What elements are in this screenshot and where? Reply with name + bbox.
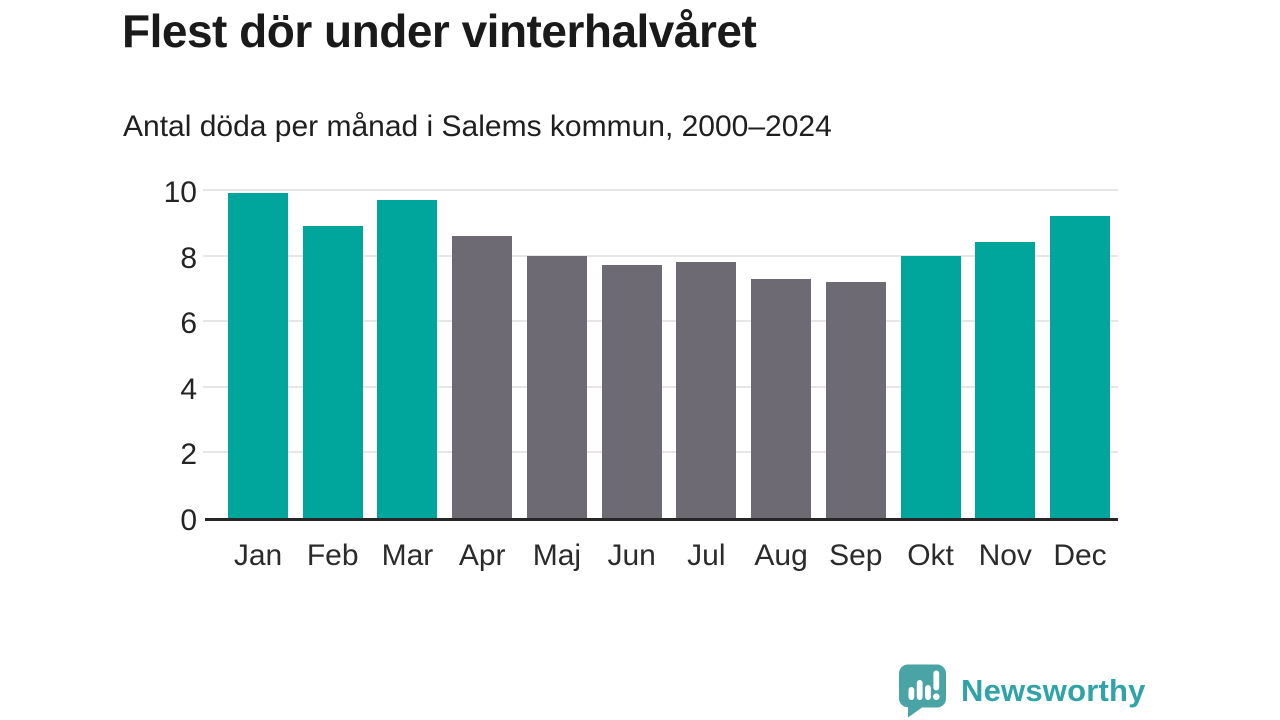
x-tick-label-maj: Maj xyxy=(532,539,582,572)
newsworthy-logo-icon xyxy=(899,664,946,718)
bar-jan xyxy=(228,193,288,518)
brand-footer: Newsworthy xyxy=(897,663,1146,718)
x-tick-label-okt: Okt xyxy=(907,539,954,572)
x-tick-label-jan: Jan xyxy=(233,539,283,572)
x-axis: Jan Feb Mar Apr Maj Jun Jul Aug Sep Okt Nov Dec xyxy=(205,538,1118,578)
y-tick-label-0: 0 xyxy=(180,504,197,537)
x-tick-label-apr: Apr xyxy=(458,539,506,572)
chart-title: Flest dör under vinterhalvåret xyxy=(122,5,757,57)
bar-mar xyxy=(377,199,438,518)
y-tick-label-8: 8 xyxy=(180,241,197,275)
bar-apr xyxy=(452,235,513,518)
chart-subtitle: Antal döda per månad i Salems kommun, 20… xyxy=(123,110,832,143)
y-tick-label-2: 2 xyxy=(180,438,197,472)
bar-sep xyxy=(825,281,886,518)
x-tick-label-aug: Aug xyxy=(754,539,808,572)
x-tick-label-jul: Jul xyxy=(687,539,726,572)
x-tick-label-sep: Sep xyxy=(829,539,883,572)
x-tick-label-mar: Mar xyxy=(381,539,434,572)
bar-dec xyxy=(1050,216,1110,518)
x-tick-label-feb: Feb xyxy=(306,539,359,572)
bar-okt xyxy=(900,255,961,518)
x-tick-label-jun: Jun xyxy=(607,539,656,572)
y-axis: 0 2 4 6 8 10 xyxy=(0,178,197,536)
bar-jul xyxy=(676,262,737,518)
bar-jun xyxy=(601,265,662,518)
brand-name: Newsworthy xyxy=(961,672,1146,708)
plot-area xyxy=(203,189,1118,521)
y-tick-label-6: 6 xyxy=(180,307,197,341)
gridline-y-8 xyxy=(203,254,1118,257)
bar-feb xyxy=(302,226,363,518)
x-tick-label-dec: Dec xyxy=(1053,539,1107,572)
x-tick-label-nov: Nov xyxy=(978,539,1032,572)
bar-maj xyxy=(526,255,587,518)
bar-aug xyxy=(751,278,812,518)
y-tick-label-10: 10 xyxy=(163,176,197,209)
gridline-y-10 xyxy=(203,189,1118,191)
bar-nov xyxy=(975,242,1036,518)
y-tick-label-4: 4 xyxy=(180,372,197,406)
